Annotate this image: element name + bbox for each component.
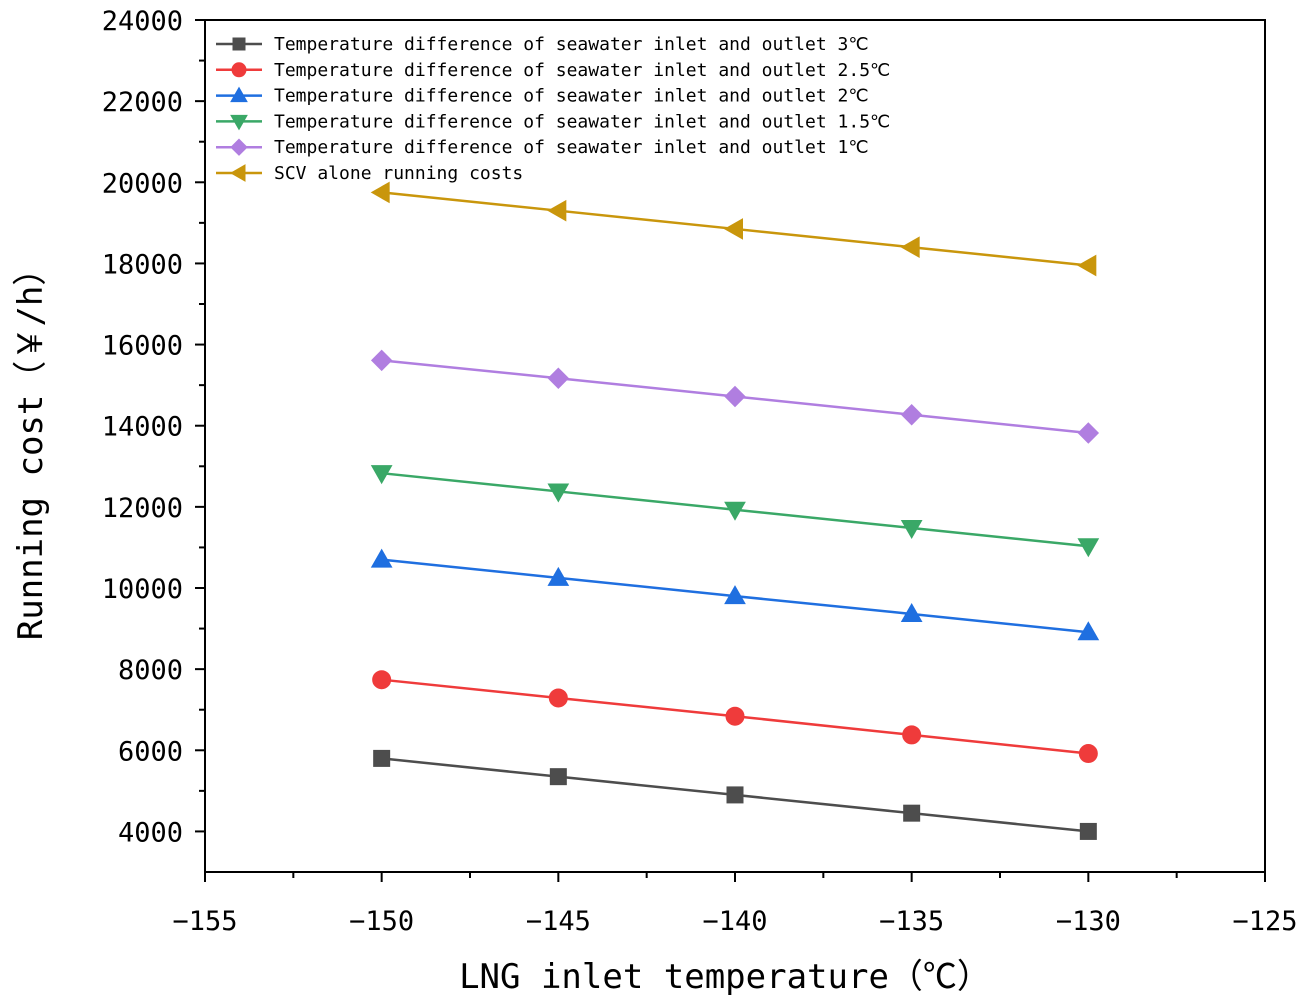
series-1 — [373, 749, 1097, 840]
y-axis-title: Running cost（￥/h） — [11, 252, 51, 641]
data-point — [724, 385, 746, 408]
data-point — [1078, 744, 1098, 764]
data-point — [900, 602, 923, 622]
legend-marker — [230, 114, 248, 131]
y-tick-label: 14000 — [102, 412, 183, 443]
y-tick-label: 8000 — [118, 655, 183, 686]
y-axis: 4000 6000 8000 10000 12000 14000 16000 18000 200… — [102, 6, 205, 848]
legend-label: Temperature difference of seawater inlet… — [274, 137, 869, 158]
legend-item: Temperature difference of seawater inlet… — [216, 111, 890, 132]
series-6 — [370, 181, 1097, 277]
data-point — [902, 725, 922, 745]
y-tick-label: 4000 — [118, 817, 183, 848]
y-tick-label: 16000 — [102, 331, 183, 362]
legend-marker — [231, 62, 247, 78]
legend-marker — [230, 138, 248, 156]
x-tick-label: −155 — [172, 906, 237, 937]
x-tick-label: −150 — [349, 906, 414, 937]
legend-item: Temperature difference of seawater inlet… — [216, 137, 869, 158]
series-4 — [370, 465, 1100, 558]
data-point — [373, 749, 391, 767]
series-5 — [370, 349, 1100, 444]
data-point — [1077, 422, 1100, 444]
data-point — [903, 804, 921, 822]
data-point — [372, 670, 392, 690]
x-tick-label: −130 — [1056, 906, 1121, 937]
data-point — [724, 501, 746, 521]
legend-label: Temperature difference of seawater inlet… — [274, 34, 869, 55]
data-point — [370, 548, 393, 568]
data-point — [1077, 538, 1100, 558]
y-tick-label: 22000 — [102, 87, 183, 118]
series-2 — [372, 670, 1098, 764]
x-axis-title: LNG inlet temperature（℃） — [459, 957, 991, 997]
legend-marker — [232, 37, 246, 51]
legend-marker — [229, 164, 246, 182]
legend-item: Temperature difference of seawater inlet… — [216, 86, 869, 107]
y-tick-label: 18000 — [102, 249, 183, 280]
legend-label: SCV alone running costs — [274, 163, 523, 184]
y-tick-label: 12000 — [102, 493, 183, 524]
data-point — [370, 181, 390, 204]
x-tick-label: −125 — [1232, 906, 1297, 937]
series-3 — [370, 548, 1100, 641]
y-tick-label: 24000 — [102, 6, 183, 37]
data-point — [723, 218, 743, 240]
legend-label: Temperature difference of seawater inlet… — [274, 60, 890, 81]
data-point — [547, 199, 567, 222]
data-point — [724, 585, 746, 605]
y-tick-label: 6000 — [118, 736, 183, 767]
data-point — [726, 786, 744, 804]
legend-label: Temperature difference of seawater inlet… — [274, 111, 890, 132]
data-point — [547, 367, 570, 389]
x-tick-label: −145 — [526, 906, 591, 937]
data-point — [547, 566, 570, 586]
data-point — [900, 404, 923, 426]
data-point — [1077, 621, 1100, 641]
legend-marker — [230, 86, 248, 103]
data-point — [900, 236, 920, 259]
legend-item: SCV alone running costs — [216, 163, 523, 184]
data-point — [549, 768, 567, 786]
legend-label: Temperature difference of seawater inlet… — [274, 86, 869, 107]
data-point — [547, 483, 570, 503]
data-point — [1077, 254, 1097, 277]
x-axis: −155 −150 −145 −140 −135 −130 −125 — [172, 872, 1298, 937]
data-point — [370, 465, 393, 485]
data-point — [548, 688, 568, 708]
legend-item: Temperature difference of seawater inlet… — [216, 60, 890, 81]
legend-item: Temperature difference of seawater inlet… — [216, 34, 869, 55]
data-point — [900, 519, 923, 539]
x-tick-label: −135 — [879, 906, 944, 937]
data-point — [725, 706, 745, 726]
data-point — [1079, 822, 1097, 840]
series-layer — [370, 181, 1100, 840]
legend: Temperature difference of seawater inlet… — [216, 34, 890, 184]
data-point — [370, 349, 393, 372]
x-tick-label: −140 — [702, 906, 767, 937]
y-tick-label: 20000 — [102, 168, 183, 199]
y-tick-label: 10000 — [102, 574, 183, 605]
